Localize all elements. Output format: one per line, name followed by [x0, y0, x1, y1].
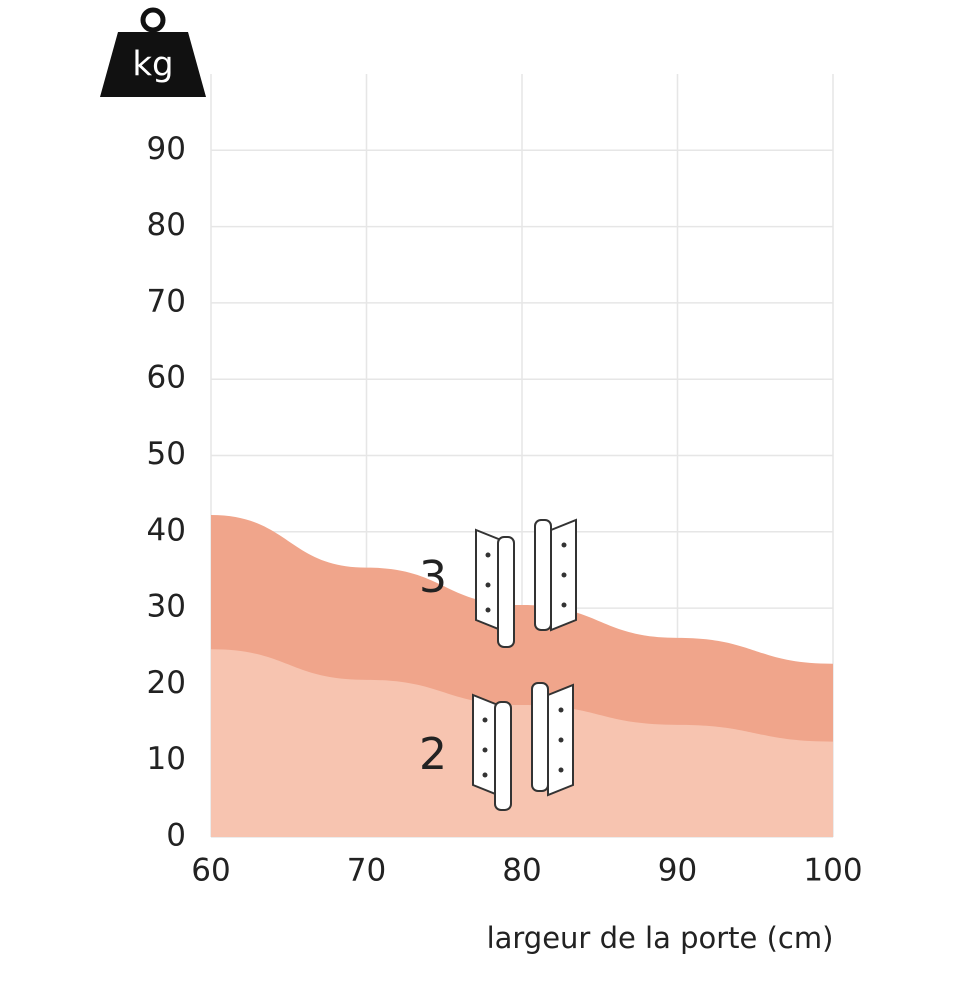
- areas: [211, 515, 833, 837]
- y-tick-label: 60: [147, 360, 186, 396]
- x-axis-label: largeur de la porte (cm): [487, 921, 834, 955]
- y-unit: kg: [132, 45, 173, 85]
- series-label: 3: [419, 552, 447, 603]
- hinge-3-icon: [475, 518, 577, 648]
- y-tick-label: 70: [147, 283, 186, 319]
- y-tick-label: 40: [147, 512, 186, 548]
- x-tick-label: 60: [191, 853, 230, 889]
- x-tick-label: 70: [347, 853, 386, 889]
- hinge-2-icon: [472, 682, 574, 811]
- y-tick-label: 90: [147, 131, 186, 167]
- y-tick-label: 30: [147, 589, 186, 625]
- y-tick-label: 20: [147, 665, 186, 701]
- x-tick-label: 80: [502, 853, 541, 889]
- weight-icon: kg: [100, 7, 206, 97]
- series-label: 2: [419, 729, 447, 780]
- y-tick-label: 10: [147, 741, 186, 777]
- x-tick-label: 90: [658, 853, 697, 889]
- x-tick-label: 100: [803, 853, 862, 889]
- y-tick-label: 50: [147, 436, 186, 472]
- y-tick-label: 0: [166, 818, 186, 854]
- y-tick-label: 80: [147, 207, 186, 243]
- area: [211, 649, 833, 837]
